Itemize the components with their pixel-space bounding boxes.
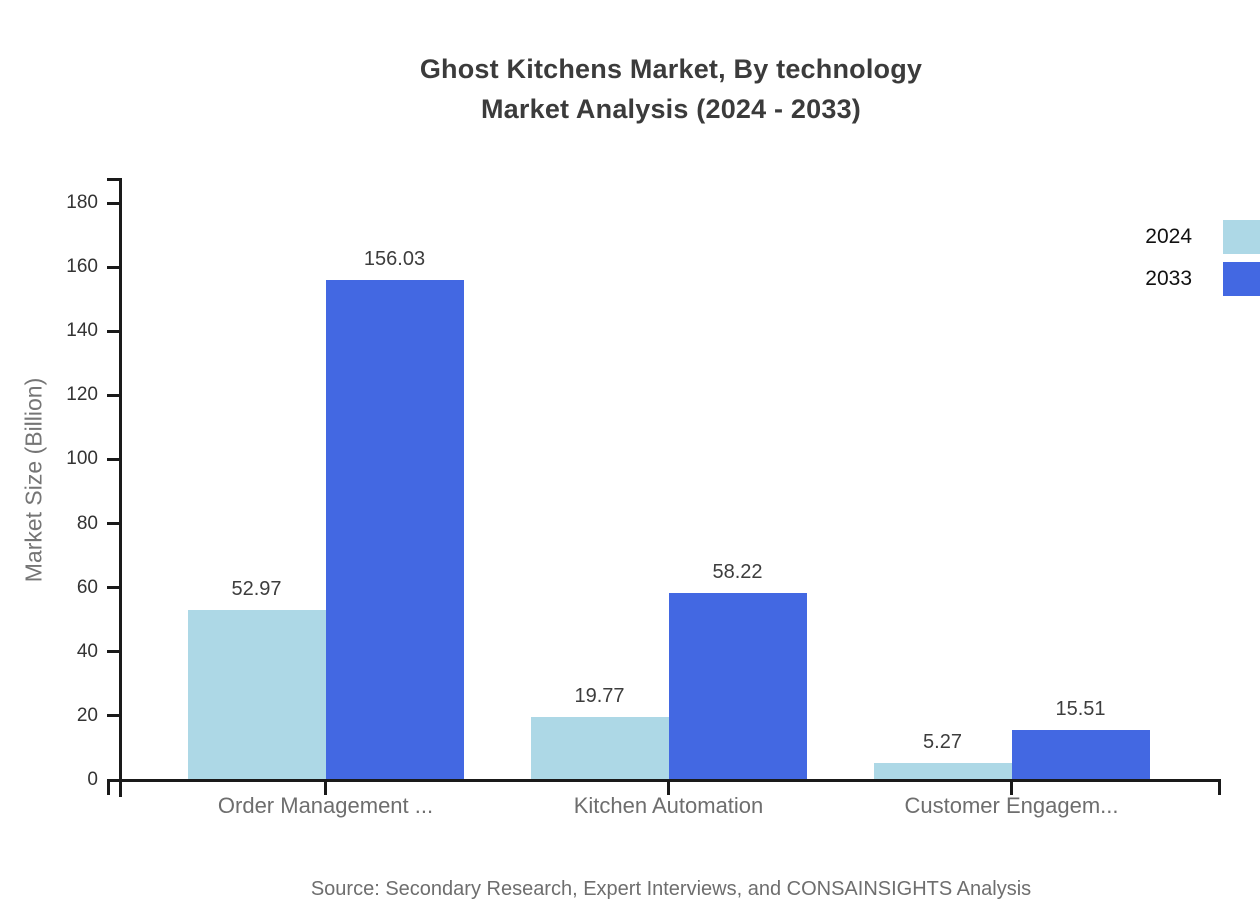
x-axis-tick xyxy=(667,780,670,795)
x-axis-end-tick xyxy=(1218,780,1221,795)
y-axis-tick-label: 100 xyxy=(66,448,98,470)
y-axis-tick xyxy=(107,714,120,718)
x-axis-end-tick xyxy=(107,780,110,795)
legend-swatch-2024 xyxy=(1223,220,1260,254)
y-axis-tick-label: 0 xyxy=(87,769,98,790)
legend-swatch-2033 xyxy=(1223,262,1260,296)
y-axis-tick xyxy=(107,393,120,397)
y-axis-tick-label: 20 xyxy=(76,704,98,726)
bar-value-label: 156.03 xyxy=(363,247,426,270)
bar-value-label: 52.97 xyxy=(231,578,282,601)
y-axis-tick-label: 60 xyxy=(76,576,98,598)
x-axis-tick xyxy=(1010,780,1013,795)
bar-2024-3 xyxy=(873,763,1012,780)
source-attribution: Source: Secondary Research, Expert Inter… xyxy=(310,878,1032,900)
bar-2024-2 xyxy=(530,716,669,780)
bar-value-label: 19.77 xyxy=(574,684,625,707)
y-axis-tick xyxy=(107,522,120,526)
y-axis-tick xyxy=(107,586,120,590)
bar-value-label: 5.27 xyxy=(923,731,962,754)
chart-title-line1: Ghost Kitchens Market, By technology xyxy=(419,54,923,84)
y-axis-tick-label: 160 xyxy=(66,256,98,278)
y-axis-tick xyxy=(107,201,120,205)
y-axis-tick xyxy=(107,265,120,269)
y-axis-tick-label: 80 xyxy=(76,512,98,534)
y-axis-tick xyxy=(107,650,120,654)
bar-value-label: 15.51 xyxy=(1055,698,1106,721)
y-axis-line xyxy=(118,178,122,797)
bar-2033-1 xyxy=(325,279,464,780)
bar-2033-3 xyxy=(1011,730,1150,780)
x-axis-category-label: Customer Engagem... xyxy=(904,793,1119,818)
y-axis-tick-label: 140 xyxy=(66,320,98,342)
bar-2033-2 xyxy=(668,593,807,780)
y-axis-end-tick xyxy=(107,178,120,181)
chart-title-line2: Market Analysis (2024 - 2033) xyxy=(480,94,861,124)
legend-label-2024: 2024 xyxy=(1145,225,1192,248)
x-axis-category-label: Order Management ... xyxy=(217,793,434,818)
y-axis-tick-label: 180 xyxy=(66,192,98,213)
y-axis-tick xyxy=(107,457,120,461)
y-axis-tick xyxy=(107,329,120,333)
y-axis-title: Market Size (Billion) xyxy=(20,377,47,583)
x-axis-line xyxy=(107,778,1221,782)
bar-value-label: 58.22 xyxy=(712,561,763,584)
bar-2024-1 xyxy=(187,610,326,780)
x-axis-category-label: Kitchen Automation xyxy=(573,793,764,818)
y-axis-tick-label: 120 xyxy=(66,384,98,406)
y-axis-tick-label: 40 xyxy=(76,640,98,662)
x-axis-tick xyxy=(324,780,327,795)
legend-label-2033: 2033 xyxy=(1145,267,1192,290)
